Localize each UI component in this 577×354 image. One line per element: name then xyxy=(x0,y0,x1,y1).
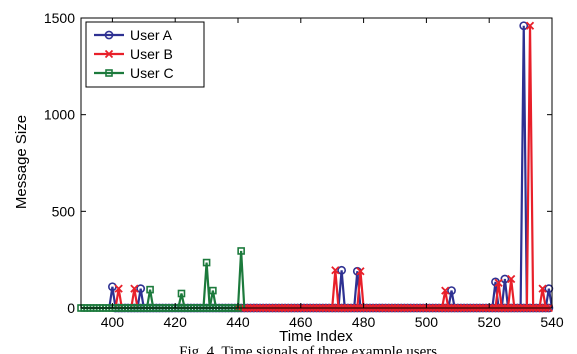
series-user-c-point xyxy=(146,285,154,294)
x-tick-label: 440 xyxy=(226,314,250,330)
series-user-a-spike-line xyxy=(337,270,346,309)
series-user-c-spike-line xyxy=(145,289,155,309)
series-user-a-spike-line xyxy=(108,286,117,309)
plot-frame xyxy=(80,17,553,309)
series-user-c-point xyxy=(177,289,186,298)
y-tick-label: 500 xyxy=(52,203,76,219)
legend-marker xyxy=(104,30,114,40)
y-tick-label: 0 xyxy=(67,300,75,316)
series-user-b-spike-line xyxy=(525,25,535,309)
legend-marker xyxy=(105,69,113,77)
series-user-c-spike-line xyxy=(236,250,246,309)
series-user-c-point xyxy=(237,247,245,255)
series-user-b-point xyxy=(538,284,547,293)
series-user-b-point xyxy=(114,284,123,293)
x-tick-label: 420 xyxy=(164,314,188,330)
series-user-a-spike-line xyxy=(447,290,456,309)
series-user-c-point xyxy=(209,286,217,295)
series-user-b-point xyxy=(507,274,516,284)
legend-entry-user-b: User B xyxy=(94,46,173,62)
series-user-c-spike-line xyxy=(177,293,186,309)
legend-label: User B xyxy=(130,46,173,62)
series-user-b-point xyxy=(356,267,365,276)
series-user-b-point xyxy=(130,284,139,293)
legend-marker xyxy=(104,49,114,59)
y-tick-label: 1500 xyxy=(44,10,75,26)
figure-caption: Fig. 4. Time signals of three example us… xyxy=(179,344,441,354)
series-user-a-spike-line xyxy=(500,278,510,309)
legend: User A User B User C xyxy=(85,21,205,88)
x-tick-label: 480 xyxy=(352,314,376,330)
series-user-a-spike-line xyxy=(519,25,528,309)
series-user-b-point xyxy=(525,21,535,30)
series-user-b-spike-line xyxy=(331,270,340,309)
legend-label: User C xyxy=(130,65,174,81)
axes: 400 420 440 460 480 500 520 540 0 500 1000 1500 xyxy=(44,10,564,330)
y-axis-title: Message Size xyxy=(13,115,30,209)
series-user-c-spike-line xyxy=(202,262,211,309)
series-user-a-spike-line xyxy=(544,288,554,309)
series-user-b-point xyxy=(494,278,503,288)
legend-label: User A xyxy=(130,27,173,43)
series-user-b-point xyxy=(331,266,340,275)
series-user-c-spike-line xyxy=(208,290,218,309)
series-user-a-point xyxy=(519,21,529,31)
legend-entry-user-a: User A xyxy=(94,27,173,43)
series-user-a-spike-line xyxy=(136,288,145,309)
x-axis-title: Time Index xyxy=(279,328,353,345)
x-tick-label: 500 xyxy=(415,314,439,330)
series-user-a-point xyxy=(337,265,347,275)
x-tick-label: 400 xyxy=(101,314,125,330)
x-tick-label: 540 xyxy=(540,314,564,330)
series-user-b-point xyxy=(441,286,450,295)
x-tick-label: 520 xyxy=(478,314,502,330)
y-tick-label: 1000 xyxy=(44,107,75,123)
series-user-a-point xyxy=(136,284,146,294)
series-user-c-point xyxy=(202,258,211,267)
series-user-a-point xyxy=(447,286,456,295)
legend-entry-user-c: User C xyxy=(94,65,174,81)
x-tick-label: 460 xyxy=(289,314,313,330)
series-user-c xyxy=(77,247,246,312)
